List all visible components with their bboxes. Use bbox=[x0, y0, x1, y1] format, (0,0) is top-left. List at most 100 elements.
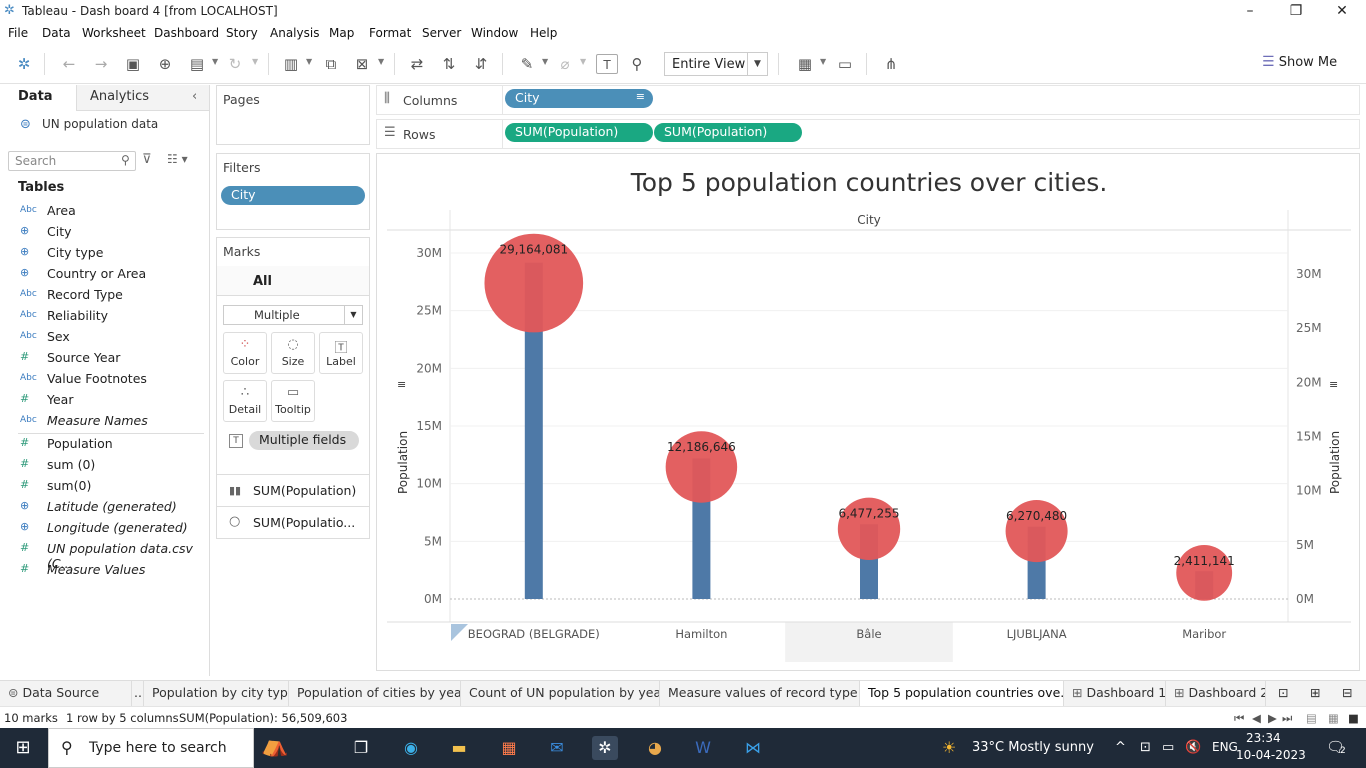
menu-dashboard[interactable]: Dashboard bbox=[154, 26, 220, 40]
field-item[interactable]: Abc Sex bbox=[0, 327, 208, 348]
new-dashboard-tab-icon[interactable]: ⊞ bbox=[1310, 685, 1321, 700]
clock-date[interactable]: 10-04-2023 bbox=[1236, 748, 1306, 762]
word-icon[interactable]: W bbox=[695, 738, 711, 757]
menu-story[interactable]: Story bbox=[226, 26, 258, 40]
filters-card[interactable]: Filters City bbox=[216, 153, 370, 230]
new-worksheet-tab-icon[interactable]: ⊡ bbox=[1278, 685, 1289, 700]
marks-all-tab[interactable]: All bbox=[253, 274, 272, 289]
sort-ascending-icon[interactable]: ⇅ bbox=[442, 55, 456, 73]
file-explorer-icon[interactable]: ▬ bbox=[451, 738, 467, 757]
tab-dashboard-1[interactable]: ⊞ Dashboard 1 bbox=[1064, 681, 1166, 706]
show-labels-icon[interactable]: T bbox=[596, 54, 618, 74]
field-item[interactable]: # sum (0) bbox=[0, 455, 208, 476]
collapse-pane-icon[interactable]: ‹ bbox=[192, 89, 198, 104]
menu-server[interactable]: Server bbox=[422, 26, 462, 40]
color-button[interactable]: ⁘ Color bbox=[223, 332, 267, 374]
mail-icon[interactable]: ✉ bbox=[550, 738, 564, 757]
filter-pill-city[interactable]: City bbox=[221, 186, 365, 205]
tray-chevron-icon[interactable]: ^ bbox=[1115, 740, 1126, 755]
columns-shelf[interactable]: ⫼ Columns City ≡ bbox=[376, 85, 1360, 115]
tab-data[interactable]: Data bbox=[18, 89, 53, 104]
new-story-tab-icon[interactable]: ⊟ bbox=[1342, 685, 1353, 700]
fit-mode-select[interactable]: Entire View ▼ bbox=[664, 52, 768, 76]
detail-button[interactable]: ∴ Detail bbox=[223, 380, 267, 422]
first-sheet-icon[interactable]: ⏮ bbox=[1234, 711, 1245, 725]
tab-population-by-city-type[interactable]: Population by city type bbox=[144, 681, 289, 706]
filter-icon[interactable]: ⊽ bbox=[142, 152, 152, 167]
row-pill-1[interactable]: SUM(Population) bbox=[505, 123, 653, 142]
pause-updates-icon[interactable]: ▤ bbox=[189, 55, 205, 73]
group-icon[interactable]: ⌀ bbox=[560, 55, 570, 73]
tab-measure-values[interactable]: Measure values of record type p... bbox=[660, 681, 860, 706]
redo-icon[interactable]: → bbox=[94, 55, 108, 73]
minimize-button[interactable]: – bbox=[1246, 3, 1254, 19]
menu-data[interactable]: Data bbox=[42, 26, 71, 40]
view-list-icon[interactable]: ☷ ▾ bbox=[167, 152, 188, 166]
vscode-icon[interactable]: ⋈ bbox=[745, 738, 761, 757]
field-item[interactable]: # Measure Values bbox=[0, 560, 208, 581]
windows-start-icon[interactable]: ⊞ bbox=[15, 737, 31, 758]
tab-top-5-population[interactable]: Top 5 population countries ove... bbox=[860, 681, 1064, 706]
filmstrip-view-icon[interactable]: ▤ bbox=[1306, 711, 1317, 725]
swap-icon[interactable]: ⇄ bbox=[410, 55, 424, 73]
field-item[interactable]: Abc Area bbox=[0, 201, 208, 222]
column-pill-city[interactable]: City ≡ bbox=[505, 89, 653, 108]
next-sheet-icon[interactable]: ▶ bbox=[1268, 711, 1277, 725]
tab-count-of-un-population[interactable]: Count of UN population by years bbox=[461, 681, 660, 706]
weather-icon[interactable]: ☀ bbox=[942, 738, 957, 757]
taskbar-search[interactable]: ⚲ Type here to search ⛺ bbox=[48, 728, 288, 768]
label-button[interactable]: 🅃 Label bbox=[319, 332, 363, 374]
share-icon[interactable]: ⋔ bbox=[884, 55, 898, 73]
store-icon[interactable]: ▦ bbox=[501, 738, 517, 757]
field-item[interactable]: # Source Year bbox=[0, 348, 208, 369]
network-icon[interactable]: ⊡ bbox=[1140, 740, 1151, 755]
save-icon[interactable]: ▣ bbox=[125, 55, 141, 73]
size-button[interactable]: ◌ Size bbox=[271, 332, 315, 374]
display-icon[interactable]: ▭ bbox=[1162, 740, 1175, 755]
rows-shelf[interactable]: ☰ Rows SUM(Population) SUM(Population) bbox=[376, 119, 1360, 149]
fix-axes-icon[interactable]: ⚲ bbox=[631, 55, 643, 73]
multiple-fields-pill[interactable]: Multiple fields bbox=[249, 431, 359, 450]
sort-descending-icon[interactable]: ⇵ bbox=[474, 55, 488, 73]
duplicate-sheet-icon[interactable]: ⧉ bbox=[325, 55, 337, 73]
clock-time[interactable]: 23:34 bbox=[1246, 731, 1281, 745]
field-search-input[interactable]: Search ⚲ bbox=[8, 151, 136, 171]
presentation-mode-icon[interactable]: ▭ bbox=[837, 55, 853, 73]
field-item[interactable]: # UN population data.csv (C... bbox=[0, 539, 208, 571]
datasource-name[interactable]: UN population data bbox=[42, 117, 159, 131]
undo-icon[interactable]: ← bbox=[62, 55, 76, 73]
field-item[interactable]: Abc Value Footnotes bbox=[0, 369, 208, 390]
clear-sheet-icon[interactable]: ⊠ bbox=[355, 55, 369, 73]
pages-card[interactable]: Pages bbox=[216, 85, 370, 145]
highlight-icon[interactable]: ✎ bbox=[520, 55, 534, 73]
field-item[interactable]: Abc Record Type bbox=[0, 285, 208, 306]
show-me-button[interactable]: ☰ Show Me bbox=[1262, 54, 1337, 70]
menu-analysis[interactable]: Analysis bbox=[270, 26, 320, 40]
tab-analytics[interactable]: Analytics bbox=[90, 89, 150, 104]
menu-file[interactable]: File bbox=[8, 26, 29, 40]
tab-population-of-cities-by-year[interactable]: Population of cities by year bbox=[289, 681, 461, 706]
tab-dashboard-2[interactable]: ⊞ Dashboard 2 bbox=[1166, 681, 1266, 706]
notification-icon[interactable]: 🗨 bbox=[1326, 738, 1346, 756]
language-indicator[interactable]: ENG bbox=[1212, 740, 1238, 754]
field-item[interactable]: Abc Reliability bbox=[0, 306, 208, 327]
menu-map[interactable]: Map bbox=[329, 26, 355, 40]
field-item[interactable]: ⊕ City bbox=[0, 222, 208, 243]
refresh-icon[interactable]: ↻ bbox=[228, 55, 242, 73]
menu-window[interactable]: Window bbox=[471, 26, 519, 40]
new-worksheet-icon[interactable]: ▥ bbox=[283, 55, 299, 73]
field-item[interactable]: # sum(0) bbox=[0, 476, 208, 497]
marks-measure-1[interactable]: SUM(Population) bbox=[253, 483, 357, 498]
tabs-view-icon[interactable]: ■ bbox=[1348, 711, 1359, 725]
field-item[interactable]: # Year bbox=[0, 390, 208, 411]
sorter-view-icon[interactable]: ▦ bbox=[1328, 711, 1339, 725]
mark-type-select[interactable]: Multiple ▼ bbox=[223, 305, 363, 325]
menu-worksheet[interactable]: Worksheet bbox=[82, 26, 146, 40]
field-item[interactable]: ⊕ Country or Area bbox=[0, 264, 208, 285]
field-item[interactable]: ⊕ Latitude (generated) bbox=[0, 497, 208, 518]
new-datasource-icon[interactable]: ⊕ bbox=[158, 55, 172, 73]
tooltip-button[interactable]: ▭ Tooltip bbox=[271, 380, 315, 422]
field-item[interactable]: Abc Measure Names bbox=[0, 411, 208, 432]
menu-help[interactable]: Help bbox=[530, 26, 558, 40]
field-item[interactable]: # Population bbox=[0, 434, 208, 455]
